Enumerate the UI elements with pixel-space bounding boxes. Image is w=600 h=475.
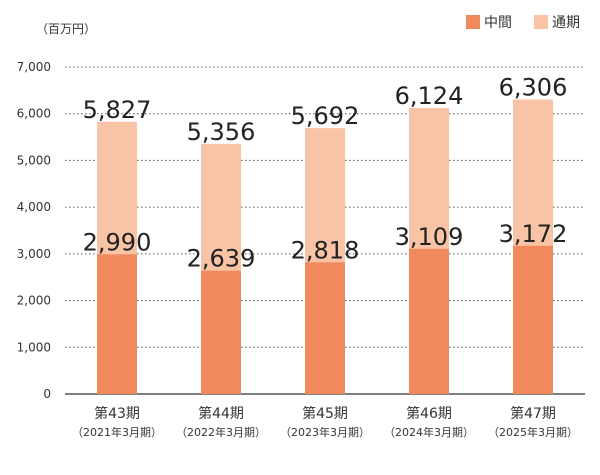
y-tick-label: 6,000 <box>17 107 51 121</box>
y-tick-label: 2,000 <box>17 294 51 308</box>
bar-interim <box>409 248 449 394</box>
bar-interim <box>513 245 553 394</box>
y-tick-label: 3,000 <box>17 247 51 261</box>
y-tick-label: 7,000 <box>17 60 51 74</box>
y-tick-label: 1,000 <box>17 340 51 354</box>
x-tick-sublabel: （2025年3月期） <box>488 425 578 439</box>
x-tick-sublabel: （2021年3月期） <box>72 425 162 439</box>
x-tick-label: 第45期 <box>302 405 348 422</box>
x-tick-sublabel: （2024年3月期） <box>384 425 474 439</box>
legend-swatch-fullyear <box>534 15 548 29</box>
legend-item-fullyear: 通期 <box>534 12 580 32</box>
y-tick-label: 0 <box>43 387 51 401</box>
bar-interim <box>305 262 345 394</box>
legend: 中間 通期 <box>466 12 580 32</box>
data-label-fullyear: 6,124 <box>395 82 464 110</box>
data-label-interim: 2,818 <box>291 236 360 264</box>
legend-swatch-interim <box>466 15 480 29</box>
x-tick-label: 第44期 <box>198 405 244 422</box>
data-label-fullyear: 5,827 <box>83 96 152 124</box>
bar-interim <box>97 254 137 394</box>
data-label-interim: 2,990 <box>83 228 152 256</box>
legend-label-fullyear: 通期 <box>552 15 580 31</box>
data-label-fullyear: 5,356 <box>187 118 256 146</box>
legend-item-interim: 中間 <box>466 12 512 32</box>
y-tick-label: 5,000 <box>17 153 51 167</box>
unit-label: （百万円） <box>36 22 97 36</box>
x-tick-label: 第43期 <box>94 405 140 422</box>
data-label-fullyear: 6,306 <box>499 73 568 101</box>
legend-label-interim: 中間 <box>484 15 512 31</box>
bar-interim <box>201 270 241 394</box>
x-tick-sublabel: （2022年3月期） <box>176 425 266 439</box>
data-label-interim: 2,639 <box>187 245 256 273</box>
x-tick-sublabel: （2023年3月期） <box>280 425 370 439</box>
x-tick-label: 第46期 <box>406 405 452 422</box>
x-tick-label: 第47期 <box>510 405 556 422</box>
y-tick-label: 4,000 <box>17 200 51 214</box>
data-label-interim: 3,172 <box>499 220 568 248</box>
data-label-interim: 3,109 <box>395 223 464 251</box>
data-label-fullyear: 5,692 <box>291 102 360 130</box>
